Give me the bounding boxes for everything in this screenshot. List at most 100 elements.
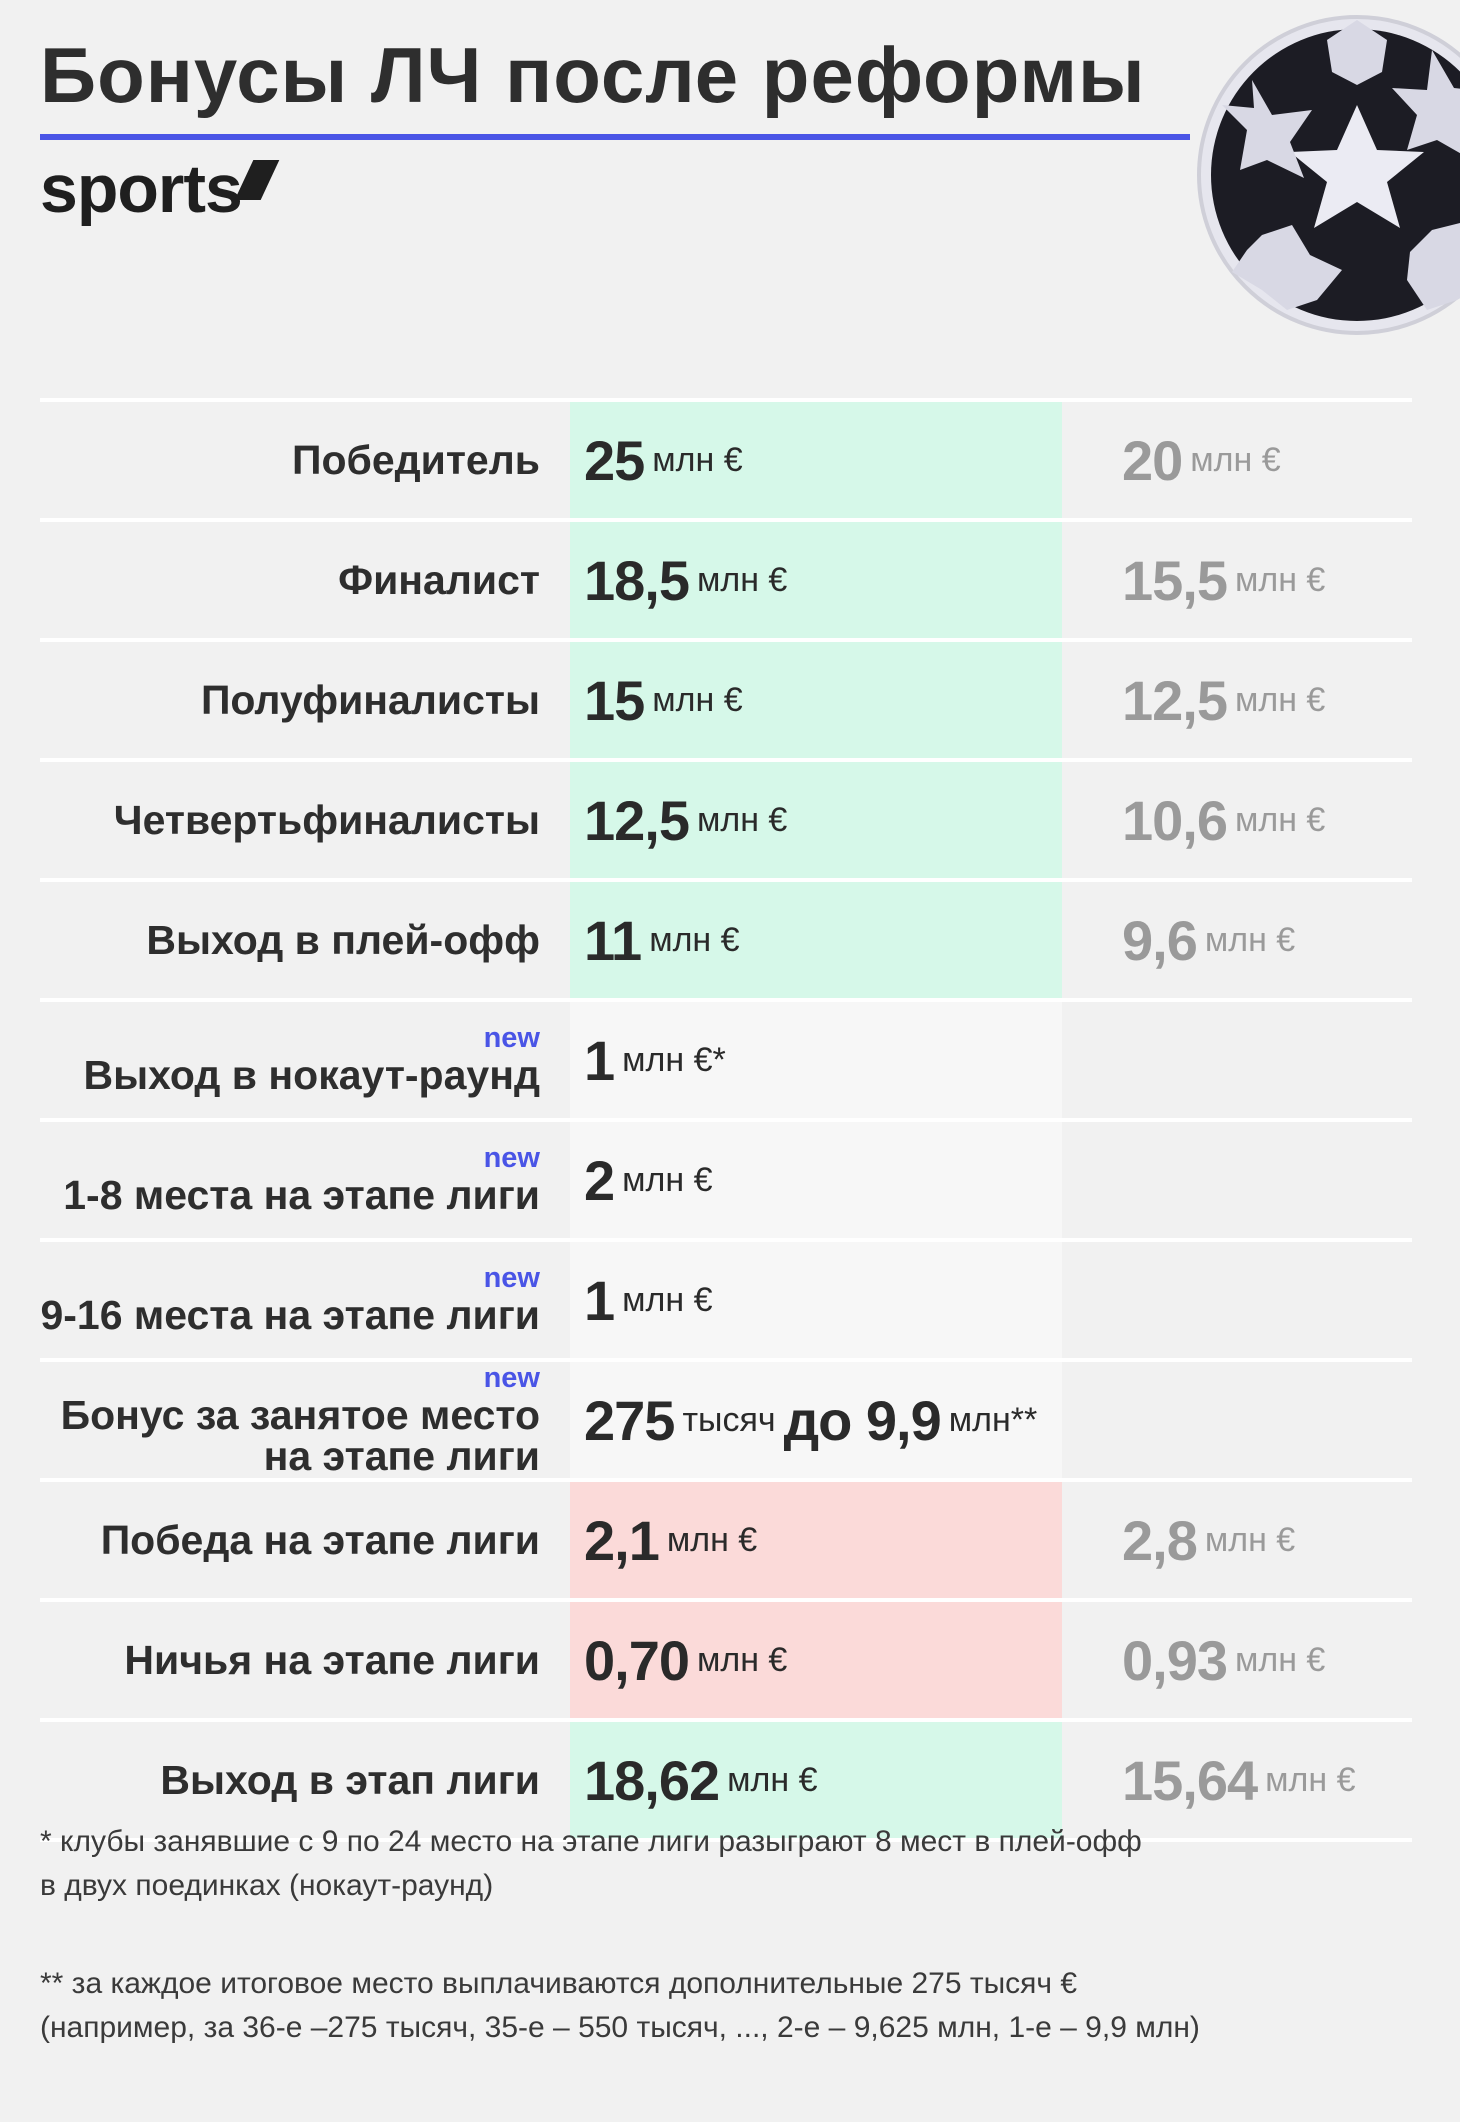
row-label: Четвертьфиналисты — [113, 796, 540, 843]
old-value-cell: 0,93 млн € — [1062, 1602, 1412, 1718]
new-value-cell: 0,70 млн € — [570, 1602, 1062, 1718]
old-unit: млн € — [1190, 440, 1281, 479]
new-value-cell: 15 млн € — [570, 642, 1062, 758]
starball-icon — [1197, 15, 1460, 335]
new-unit: млн € — [697, 560, 788, 599]
row-label: Победа на этапе лиги — [100, 1516, 540, 1563]
old-value-cell — [1062, 1122, 1412, 1238]
new-unit: млн € — [652, 680, 743, 719]
new-unit: млн € — [697, 1640, 788, 1679]
old-unit: млн € — [1204, 920, 1296, 959]
new-unit: млн € — [652, 440, 743, 479]
old-value-cell — [1062, 1002, 1412, 1118]
new-value-max: до 9,9 — [783, 1388, 942, 1452]
old-value: 0,93 — [1122, 1628, 1228, 1692]
new-unit: тысяч — [682, 1400, 776, 1439]
new-tag: new — [483, 1022, 540, 1054]
old-unit: млн € — [1204, 1520, 1296, 1559]
row-label: Выход в плей-офф — [146, 916, 540, 963]
new-unit: млн €* — [622, 1040, 726, 1079]
new-value: 1 — [584, 1268, 615, 1332]
new-value-cell: 1 млн €* — [570, 1002, 1062, 1118]
old-value: 10,6 — [1122, 788, 1228, 852]
new-unit-max: млн** — [948, 1400, 1038, 1439]
new-value-cell: 25 млн € — [570, 402, 1062, 518]
old-value: 12,5 — [1122, 668, 1228, 732]
bonus-table: Победитель 25 млн € 20 млн € Финалист 18,5… — [40, 398, 1412, 1842]
old-value: 20 — [1122, 428, 1183, 492]
new-unit: млн € — [622, 1160, 713, 1199]
new-value-cell: 18,5 млн € — [570, 522, 1062, 638]
old-value-cell — [1062, 1362, 1412, 1478]
new-value: 0,70 — [584, 1628, 690, 1692]
table-row: new Выход в нокаут-раунд 1 млн €* — [40, 998, 1412, 1118]
table-row: Четвертьфиналисты 12,5 млн € 10,6 млн € — [40, 758, 1412, 878]
old-unit: млн € — [1265, 1760, 1356, 1799]
new-value-cell: 12,5 млн € — [570, 762, 1062, 878]
new-value: 2,1 — [584, 1508, 660, 1572]
title-underline — [40, 134, 1190, 140]
table-row: Победа на этапе лиги 2,1 млн € 2,8 млн € — [40, 1478, 1412, 1598]
old-value-cell: 2,8 млн € — [1062, 1482, 1412, 1598]
row-label: Полуфиналисты — [200, 676, 540, 723]
old-unit: млн € — [1235, 800, 1326, 839]
old-value: 9,6 — [1122, 908, 1198, 972]
old-value-cell — [1062, 1242, 1412, 1358]
brand-logo: sports — [40, 150, 280, 228]
old-value-cell: 9,6 млн € — [1062, 882, 1412, 998]
new-value-cell: 18,62 млн € — [570, 1722, 1062, 1838]
old-value: 15,64 — [1122, 1748, 1258, 1812]
brand-name: sports — [40, 151, 243, 227]
new-value: 1 — [584, 1028, 615, 1092]
footnote-place-bonus: ** за каждое итоговое место выплачиваютс… — [40, 1967, 1200, 2044]
table-row: Финалист 18,5 млн € 15,5 млн € — [40, 518, 1412, 638]
table-row: new Бонус за занятое место на этапе лиги 2… — [40, 1358, 1412, 1478]
new-value: 18,5 — [584, 548, 690, 612]
table-row: new 9-16 места на этапе лиги 1 млн € — [40, 1238, 1412, 1358]
old-value-cell: 12,5 млн € — [1062, 642, 1412, 758]
new-unit: млн € — [727, 1760, 818, 1799]
new-value-cell: 1 млн € — [570, 1242, 1062, 1358]
row-label: new 1-8 места на этапе лиги — [63, 1142, 540, 1218]
old-value-cell: 20 млн € — [1062, 402, 1412, 518]
new-unit: млн € — [649, 920, 740, 959]
new-value-cell: 2,1 млн € — [570, 1482, 1062, 1598]
table-row: Победитель 25 млн € 20 млн € — [40, 398, 1412, 518]
old-unit: млн € — [1235, 680, 1326, 719]
table-row: Выход в этап лиги 18,62 млн € 15,64 млн € — [40, 1718, 1412, 1842]
new-unit: млн € — [666, 1520, 758, 1559]
page-title: Бонусы ЛЧ после реформы — [40, 31, 1146, 119]
new-value: 12,5 — [584, 788, 690, 852]
new-value-cell: 11 млн € — [570, 882, 1062, 998]
row-label: Победитель — [291, 436, 540, 483]
table-row: Полуфиналисты 15 млн € 12,5 млн € — [40, 638, 1412, 758]
new-unit: млн € — [622, 1280, 713, 1319]
new-tag: new — [483, 1361, 540, 1394]
row-label: new Бонус за занятое место на этапе лиги — [60, 1361, 540, 1479]
new-value-cell: 2 млн € — [570, 1122, 1062, 1238]
old-unit: млн € — [1235, 1640, 1326, 1679]
old-unit: млн € — [1235, 560, 1326, 599]
row-label: Финалист — [338, 556, 540, 603]
old-value-cell: 15,64 млн € — [1062, 1722, 1412, 1838]
new-tag: new — [483, 1142, 540, 1174]
row-label: new 9-16 места на этапе лиги — [40, 1262, 540, 1338]
old-value: 15,5 — [1122, 548, 1228, 612]
new-value: 2 — [584, 1148, 615, 1212]
row-label: new Выход в нокаут-раунд — [83, 1022, 540, 1098]
new-value: 18,62 — [584, 1748, 720, 1812]
new-unit: млн € — [697, 800, 788, 839]
footnote-knockout: * клубы занявшие с 9 по 24 место на этап… — [40, 1825, 1142, 1902]
new-value: 11 — [584, 908, 642, 972]
row-label: Выход в этап лиги — [160, 1756, 540, 1803]
new-value: 25 — [584, 428, 645, 492]
old-value-cell: 10,6 млн € — [1062, 762, 1412, 878]
old-value: 2,8 — [1122, 1508, 1198, 1572]
table-row: Выход в плей-офф 11 млн € 9,6 млн € — [40, 878, 1412, 998]
new-value: 15 — [584, 668, 645, 732]
new-value-cell: 275 тысяч до 9,9 млн** — [570, 1362, 1062, 1478]
table-row: Ничья на этапе лиги 0,70 млн € 0,93 млн € — [40, 1598, 1412, 1718]
new-value: 275 — [584, 1388, 675, 1452]
old-value-cell: 15,5 млн € — [1062, 522, 1412, 638]
table-row: new 1-8 места на этапе лиги 2 млн € — [40, 1118, 1412, 1238]
